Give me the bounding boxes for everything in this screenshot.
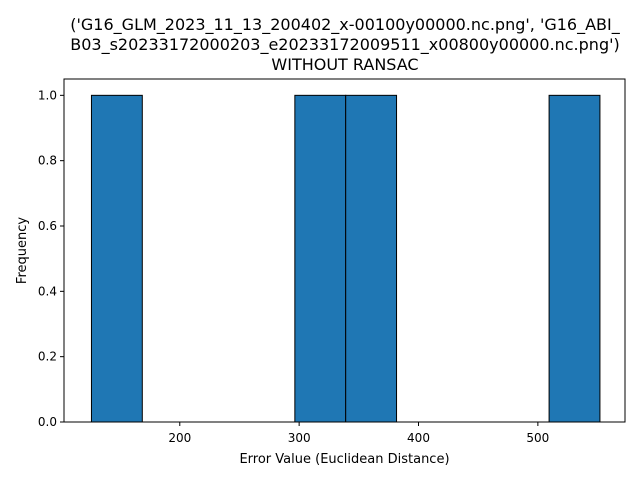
histogram-bar [294,94,347,423]
histogram-bar [345,94,398,423]
histogram-bar [90,94,143,423]
y-tick-label: 0.0 [38,415,57,429]
bars-group [90,94,601,423]
y-tick-label: 0.8 [38,154,57,168]
y-tick-label: 1.0 [38,88,57,102]
x-axis-ticks: 200 300 400 500 [168,422,549,445]
x-axis-label: Error Value (Euclidean Distance) [239,452,449,467]
x-tick-label: 400 [407,431,430,445]
x-tick-label: 500 [526,431,549,445]
x-tick-label: 300 [288,431,311,445]
y-axis-label: Frequency [15,217,30,284]
chart-title: ('G16_GLM_2023_11_13_200402_x-00100y0000… [70,15,620,74]
y-axis-ticks: 0.0 0.2 0.4 0.6 0.8 1.0 [38,88,64,429]
y-tick-label: 0.4 [38,284,57,298]
y-tick-label: 0.6 [38,219,57,233]
plot-area-frame [63,78,626,423]
chart-title-line-3: WITHOUT RANSAC [271,55,418,74]
chart-title-line-1: ('G16_GLM_2023_11_13_200402_x-00100y0000… [70,15,620,35]
x-tick-label: 200 [168,431,191,445]
histogram-bar [548,94,601,423]
y-tick-label: 0.2 [38,350,57,364]
chart-title-line-2: B03_s20233172000203_e20233172009511_x008… [70,35,619,55]
